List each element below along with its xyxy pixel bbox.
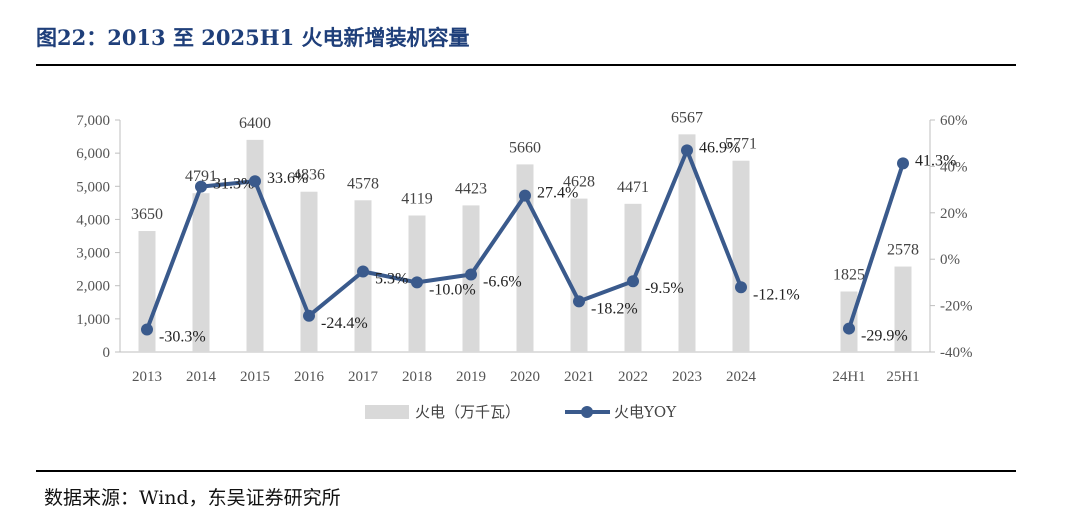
yoy-point <box>195 180 207 193</box>
yoy-data-label: 31.3% <box>213 176 254 193</box>
legend-line-marker <box>581 406 593 418</box>
source-note: 数据来源：Wind，东吴证券研究所 <box>44 487 341 509</box>
yoy-point <box>573 295 585 308</box>
bar-data-label: 1825 <box>833 267 865 284</box>
right-axis-tick-label: 20% <box>940 206 968 222</box>
bar-data-label: 4471 <box>617 179 649 196</box>
x-axis-tick-label: 24H1 <box>832 369 865 385</box>
bar-data-label: 6400 <box>239 115 271 132</box>
yoy-point <box>681 144 693 157</box>
bar <box>516 164 534 352</box>
title-divider <box>36 64 1016 66</box>
x-axis-tick-label: 2022 <box>618 369 648 385</box>
bar-data-label: 6567 <box>671 109 703 126</box>
yoy-data-label: 33.6% <box>267 170 308 187</box>
yoy-data-label: 41.3% <box>915 152 956 169</box>
bar-data-label: 3650 <box>131 206 163 223</box>
yoy-point <box>303 309 315 322</box>
x-axis-tick-label: 2015 <box>240 369 270 385</box>
yoy-point <box>843 322 855 335</box>
yoy-point <box>519 189 531 202</box>
legend-bar-label: 火电（万千瓦） <box>415 403 520 421</box>
bar <box>840 291 858 352</box>
bar-data-label: 4628 <box>563 174 595 191</box>
yoy-data-label: -24.4% <box>321 315 368 332</box>
legend-line-label: 火电YOY <box>614 403 677 421</box>
yoy-point <box>141 323 153 336</box>
bar-data-label: 4119 <box>401 190 432 207</box>
source-divider <box>36 470 1016 472</box>
bar <box>678 134 696 352</box>
yoy-line <box>847 162 905 330</box>
bar-data-label: 2578 <box>887 242 919 259</box>
yoy-point <box>465 268 477 281</box>
yoy-data-label: -9.5% <box>645 280 684 297</box>
yoy-point <box>249 175 261 188</box>
yoy-data-label: -6.6% <box>483 274 522 291</box>
left-axis-tick-label: 4,000 <box>76 212 110 228</box>
left-axis-tick-label: 0 <box>103 345 111 361</box>
yoy-data-label: -10.0% <box>429 281 476 298</box>
bar-data-label: 4423 <box>455 180 487 197</box>
chart-title: 图22：2013 至 2025H1 火电新增装机容量 <box>36 25 470 50</box>
left-axis-tick-label: 1,000 <box>76 312 110 328</box>
x-axis-tick-label: 2021 <box>564 369 594 385</box>
bar <box>570 198 588 352</box>
right-axis-tick-label: -20% <box>940 299 973 315</box>
x-axis-tick-label: 2016 <box>294 369 325 385</box>
yoy-point <box>897 157 909 170</box>
chart-svg: 0 1,000 2,000 3,000 4,000 5,000 6,000 7,000 -40%… <box>76 109 973 421</box>
yoy-data-label: -29.9% <box>861 328 908 345</box>
legend-bar-swatch <box>365 405 409 419</box>
yoy-line <box>145 148 743 331</box>
bar-data-label: 4578 <box>347 175 379 192</box>
x-axis-tick-label: 2019 <box>456 369 486 385</box>
bar-data-label: 4791 <box>185 168 217 185</box>
yoy-point <box>357 265 369 278</box>
x-axis-tick-label: 2018 <box>402 369 432 385</box>
bar-data-label: 5660 <box>509 139 541 156</box>
x-axis-tick-label: 25H1 <box>886 369 919 385</box>
x-axis-tick-label: 2024 <box>726 369 757 385</box>
right-axis-tick-label: 60% <box>940 113 968 129</box>
x-axis-tick-label: 2023 <box>672 369 702 385</box>
yoy-data-label: -12.1% <box>753 286 800 303</box>
x-axis-tick-label: 2017 <box>348 369 379 385</box>
x-axis-tick-label: 2013 <box>132 369 162 385</box>
yoy-data-label: 5.3% <box>375 270 408 287</box>
left-axis-tick-label: 5,000 <box>76 179 110 195</box>
yoy-point <box>627 275 639 288</box>
bar <box>246 139 264 352</box>
yoy-point <box>735 281 747 294</box>
yoy-data-label: 46.9% <box>699 139 740 156</box>
right-axis-tick-label: 0% <box>940 252 960 268</box>
bar <box>894 266 912 352</box>
yoy-data-label: -30.3% <box>159 328 206 345</box>
bar <box>192 193 210 352</box>
yoy-data-label: 27.4% <box>537 185 578 202</box>
left-axis-tick-label: 2,000 <box>76 279 110 295</box>
yoy-data-label: -18.2% <box>591 300 638 317</box>
left-axis-tick-label: 7,000 <box>76 113 110 129</box>
bar-data-label: 5771 <box>725 136 757 153</box>
yoy-point <box>411 276 423 289</box>
right-axis-tick-label: 40% <box>940 159 968 175</box>
x-axis-tick-label: 2014 <box>186 369 217 385</box>
bar <box>300 191 318 352</box>
left-axis-tick-label: 3,000 <box>76 246 110 262</box>
right-axis-tick-label: -40% <box>940 345 973 361</box>
bar-data-label: 4836 <box>293 167 325 184</box>
bar <box>732 160 750 352</box>
x-axis-tick-label: 2020 <box>510 369 540 385</box>
left-axis-tick-label: 6,000 <box>76 146 110 162</box>
